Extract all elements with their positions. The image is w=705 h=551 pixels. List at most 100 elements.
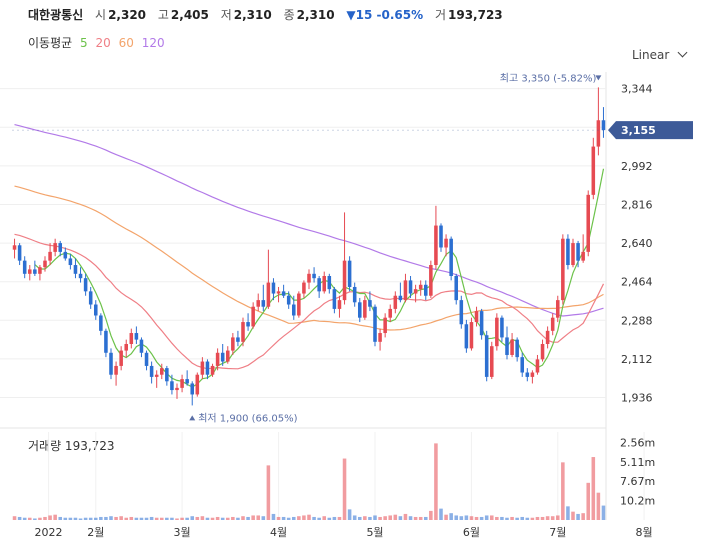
volume-bar: [297, 516, 301, 520]
candle: [332, 286, 337, 314]
volume-bar: [479, 516, 484, 520]
candle-body: [312, 273, 316, 279]
volume-bar: [530, 517, 535, 520]
candle-body: [58, 243, 63, 252]
volume-bar: [525, 517, 530, 520]
candle-body: [78, 273, 83, 279]
ma60-legend: 60: [118, 36, 134, 50]
volume-bar: [93, 517, 98, 520]
candle-body: [368, 300, 372, 307]
candle-body: [210, 365, 215, 375]
candle-body: [489, 346, 494, 377]
volume-bar: [144, 517, 149, 520]
candle: [378, 328, 382, 351]
candle-body: [434, 225, 438, 266]
ma5-legend: 5: [80, 36, 88, 50]
candle-body: [601, 120, 606, 131]
candle-body: [139, 339, 144, 353]
candle: [22, 256, 27, 279]
x-tick-label: 3월: [174, 526, 191, 539]
candle-body: [495, 317, 499, 347]
candle-body: [38, 267, 42, 274]
candle: [195, 372, 200, 397]
volume-bar: [271, 513, 276, 520]
candle-body: [159, 368, 164, 375]
candle-body: [291, 304, 296, 316]
volume-bar: [200, 516, 205, 520]
candle: [175, 383, 179, 399]
volume-bar: [281, 516, 286, 520]
candle-body: [281, 291, 286, 296]
volume-bars: [12, 443, 606, 520]
candle: [439, 223, 443, 252]
candle-body: [236, 337, 240, 342]
candle: [429, 260, 433, 298]
candle-body: [119, 350, 123, 366]
candle: [317, 276, 321, 298]
volume-bar: [398, 516, 403, 520]
candle: [271, 278, 276, 301]
volume-bar: [566, 506, 570, 520]
candle: [545, 326, 550, 349]
candle-body: [484, 335, 489, 377]
volume-bar: [256, 515, 261, 520]
candle: [423, 280, 428, 301]
volume-bar: [63, 517, 68, 520]
volume-bar: [38, 517, 42, 520]
candle-body: [109, 352, 113, 375]
candle-body: [342, 260, 347, 301]
candle-body: [195, 374, 200, 395]
volume-bar: [327, 517, 332, 520]
volume-bar: [302, 515, 306, 520]
candle-body: [180, 379, 184, 388]
moving-average-legend[interactable]: 이동평균 5 20 60 120: [28, 34, 169, 51]
candle-body: [373, 306, 377, 342]
candle-body: [571, 243, 575, 266]
candle-body: [403, 280, 408, 301]
volume-bar: [236, 517, 240, 520]
candle-body: [510, 339, 514, 355]
volume-bar: [251, 515, 255, 520]
candle: [231, 333, 235, 355]
volume-bar: [22, 517, 27, 520]
candle-body: [561, 238, 565, 301]
close-label: 종: [283, 8, 295, 22]
volume-bar: [581, 513, 585, 520]
volume-bar: [266, 465, 271, 520]
candle: [48, 243, 52, 266]
candle-body: [530, 372, 535, 377]
candle: [398, 282, 403, 303]
candle-body: [114, 365, 118, 375]
change-value: ▼15 -0.65%: [346, 8, 424, 22]
candle-body: [500, 317, 504, 338]
volume-bar: [337, 516, 342, 520]
candle-body: [261, 300, 266, 307]
candle: [134, 326, 139, 344]
candle-body: [540, 344, 545, 360]
candle: [256, 293, 261, 312]
candle-body: [53, 243, 57, 252]
ma120-line: [14, 124, 604, 317]
candle: [114, 361, 118, 386]
volume-bar: [88, 517, 93, 520]
candle: [159, 363, 164, 380]
candle: [63, 247, 68, 261]
volume-bar: [134, 517, 139, 520]
volume-bar: [154, 517, 159, 520]
candle: [363, 295, 367, 320]
candle: [495, 313, 499, 351]
volume-bar: [195, 516, 200, 520]
ma-legend-label: 이동평균: [28, 36, 73, 50]
candle: [555, 295, 560, 323]
candle: [586, 190, 591, 257]
candle-body: [347, 260, 352, 287]
candle-body: [322, 276, 327, 292]
candle-body: [73, 265, 78, 274]
scale-toggle-button[interactable]: Linear: [632, 47, 688, 62]
volume-bar: [373, 515, 377, 520]
candle: [515, 337, 519, 362]
candle-body: [429, 265, 433, 296]
volume-bar: [261, 516, 266, 520]
candle-body: [515, 339, 519, 358]
